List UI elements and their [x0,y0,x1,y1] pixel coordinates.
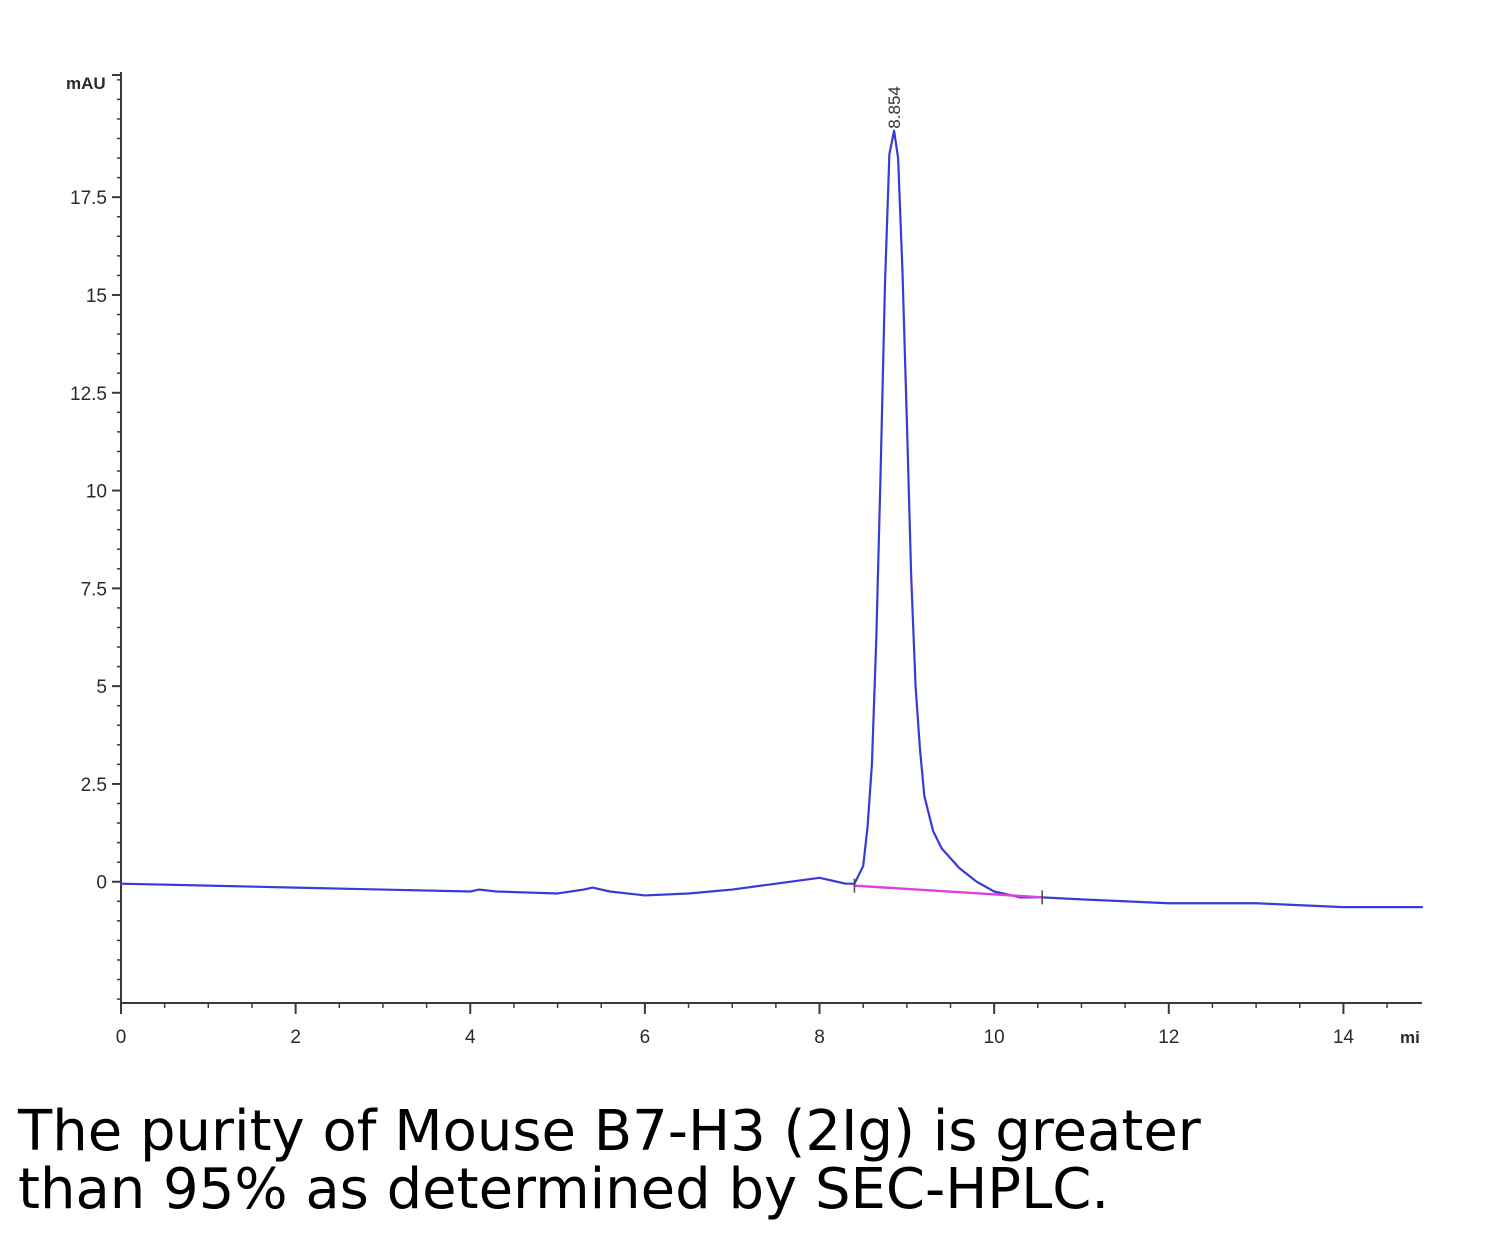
y-tick-label: 17.5 [70,188,107,209]
x-tick-label: 8 [814,1027,825,1048]
plot-area: 8.854 [119,86,1424,909]
y-tick-label: 10 [86,482,107,503]
x-tick-label: 14 [1333,1027,1355,1048]
y-tick-label: 5 [96,677,107,698]
y-tick-label: 15 [86,286,107,307]
y-tick-label: 2.5 [81,775,107,796]
y-axis-unit-label: mAU [66,74,106,93]
caption-line-1: The purity of Mouse B7-H3 (2Ig) is great… [18,1099,1201,1164]
caption-line-2: than 95% as determined by SEC-HPLC. [18,1157,1110,1222]
x-tick-label: 12 [1158,1027,1179,1048]
chromatogram-trace [119,129,1424,909]
figure-caption: The purity of Mouse B7-H3 (2Ig) is great… [18,1103,1478,1219]
integration-baseline [853,884,1044,899]
x-tick-label: 6 [640,1027,651,1048]
y-tick-label: 12.5 [70,384,107,405]
x-tick-label: 4 [465,1027,476,1048]
axes: 0 2.5 5 7.5 10 12.5 15 17.5 0 2 4 6 8 10 12 14 [70,72,1422,1048]
peak-retention-label: 8.854 [885,86,904,129]
x-tick-label: 2 [290,1027,301,1048]
chromatogram-chart: 0 2.5 5 7.5 10 12.5 15 17.5 0 2 4 6 8 10 12 14 8.854 mA… [66,72,1424,1048]
y-tick-label: 7.5 [81,579,107,600]
x-tick-label: 10 [984,1027,1005,1048]
y-tick-label: 0 [96,873,107,894]
x-tick-label: 0 [116,1027,127,1048]
x-axis-unit-label: mi [1400,1028,1420,1047]
